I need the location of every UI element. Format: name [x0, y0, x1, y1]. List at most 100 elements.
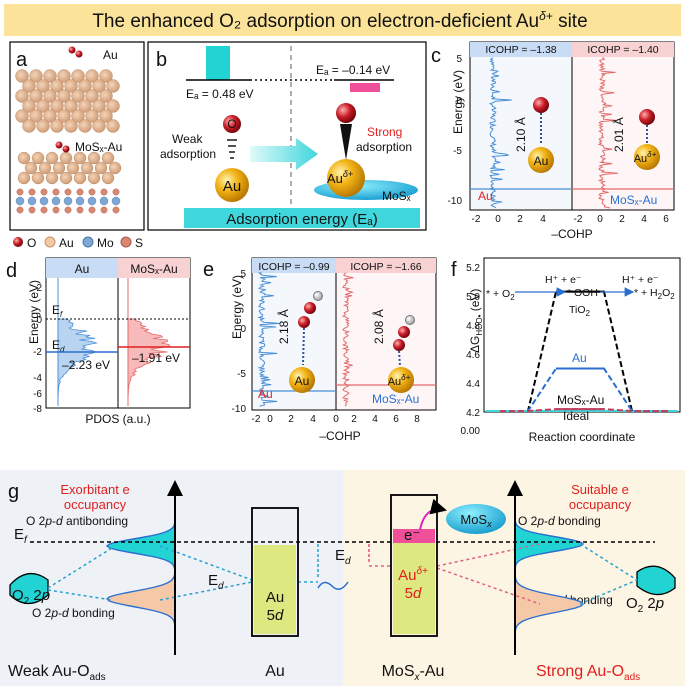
ytick-label: -2 — [33, 347, 42, 358]
weak-label: Weak — [172, 132, 203, 146]
panel-c-name-right: MoSₓ-Au — [610, 193, 657, 207]
legend-au: Au — [59, 236, 74, 250]
ed-value-left: –2.23 eV — [62, 358, 110, 372]
o-atom-weak — [223, 115, 241, 133]
mosx-label-g: MoSx — [460, 512, 492, 529]
xtick-label: 4 — [641, 214, 647, 225]
au-atom — [106, 119, 120, 133]
ytick-label: 5.0 — [466, 292, 480, 303]
panel-d-left-header — [46, 258, 118, 278]
audelta-label: Auδ+ — [327, 169, 353, 186]
au-box-5d: 5d — [267, 607, 284, 624]
ea-au-text: Eₐ = 0.48 eV — [186, 87, 254, 101]
au-atom — [92, 79, 106, 93]
au-atom — [85, 89, 99, 103]
au-atom — [71, 109, 85, 123]
squiggle-arrow — [317, 581, 349, 590]
s-atom — [40, 188, 48, 196]
panel-c-right-plot — [571, 41, 675, 211]
panel-e-ticks: 5 0 -5 -10 -2 0 2 4 0 2 4 6 8 — [232, 269, 421, 425]
s-atom — [52, 206, 60, 214]
ea-mos-bar — [350, 83, 380, 92]
tio2-label: TiO2 — [569, 304, 591, 318]
o-atom — [398, 326, 410, 338]
legend-s-icon — [120, 236, 132, 248]
audelta-label-e: Auδ+ — [388, 373, 411, 388]
au-atom — [43, 69, 57, 83]
o2p-right: O2 2p — [626, 595, 664, 615]
ytick-label: 0 — [240, 324, 246, 335]
au-atom — [57, 69, 71, 83]
ytick-label: 4.4 — [466, 379, 480, 390]
au-atom — [92, 119, 106, 133]
mo-atom — [27, 196, 37, 206]
legend-mo-icon — [82, 236, 94, 248]
au-atom — [92, 99, 106, 113]
occupancy-label-right: occupancy — [569, 497, 632, 512]
panel-f-ylabel: ΔGHOO• (eV) — [468, 289, 484, 353]
mo-atom — [99, 196, 109, 206]
bond-e-right — [398, 350, 401, 367]
au-atom — [80, 161, 94, 175]
au-atom — [101, 171, 115, 185]
au-atom — [78, 99, 92, 113]
band-diagram — [9, 519, 676, 633]
mo-atom — [39, 196, 49, 206]
panel-d-xlabel: PDOS (a.u.) — [85, 412, 150, 426]
ytick-label: 2 — [36, 283, 42, 294]
o2p-left-orbital — [9, 573, 49, 605]
s-atom — [100, 206, 108, 214]
mo-atom — [51, 196, 61, 206]
au-atom — [36, 119, 50, 133]
icohp-right-header — [572, 42, 674, 57]
mo-atom — [111, 196, 121, 206]
adsorption-energy-label: Adsorption energy (Eₐ) — [226, 211, 378, 228]
xtick-label: 2 — [619, 214, 625, 225]
ef-label-g: Ef — [14, 526, 28, 546]
o-atom — [298, 316, 310, 328]
anti-label-left: O 2p-d antibonding — [26, 514, 128, 528]
au-atom — [101, 151, 115, 165]
xtick-label: 4 — [372, 414, 378, 425]
panel-f-ticks: 5.2 5.0 4.8 4.6 4.4 4.2 0.00 — [461, 263, 481, 437]
xtick-label: 4 — [540, 214, 546, 225]
arrow-label-2: H⁺ + e⁻ — [622, 274, 659, 286]
audelta-label-c: Auδ+ — [634, 150, 657, 165]
s-atom — [76, 188, 84, 196]
title-banner — [4, 4, 681, 36]
au-atom — [57, 109, 71, 123]
s-atom — [112, 188, 120, 196]
cohp-curves-c — [470, 57, 674, 209]
au-atom — [17, 151, 31, 165]
bond-label-left: O 2p-d bonding — [32, 606, 115, 620]
au-atom — [59, 151, 73, 165]
ytick-label: 0 — [456, 96, 462, 107]
ef-label-d: Ef — [52, 303, 63, 319]
legend-o: O — [27, 236, 36, 250]
icohp-e-left-header — [252, 258, 336, 273]
exorbitant-label: Exorbitant e — [60, 482, 129, 497]
o2p-right-orbital — [636, 565, 676, 596]
xtick-label: -2 — [574, 214, 583, 225]
legend-au-icon — [44, 236, 56, 248]
au-atom — [108, 161, 122, 175]
au-atom — [64, 119, 78, 133]
panel-a-label: a — [16, 49, 28, 71]
dist-left-e: 2.18 Å — [276, 309, 291, 344]
ideal-label: Ideal — [563, 409, 589, 423]
mo-atom — [15, 196, 25, 206]
strong-label-2: adsorption — [356, 140, 412, 154]
ytick-label: -5 — [237, 369, 246, 380]
panel-e-name-right: MoSₓ-Au — [372, 392, 419, 406]
ed2-bond-link — [436, 567, 541, 605]
ytick-label: -4 — [33, 373, 42, 384]
audelta-box — [390, 494, 438, 637]
ytick-label: -8 — [33, 404, 42, 415]
xtick-label: 0 — [267, 414, 273, 425]
panel-d-left-plot — [45, 257, 119, 409]
au-atom — [73, 151, 87, 165]
panel-e-label: e — [203, 259, 214, 281]
xtick-label: 0 — [597, 214, 603, 225]
au-atom — [99, 109, 113, 123]
ed-bond-link — [159, 581, 253, 601]
